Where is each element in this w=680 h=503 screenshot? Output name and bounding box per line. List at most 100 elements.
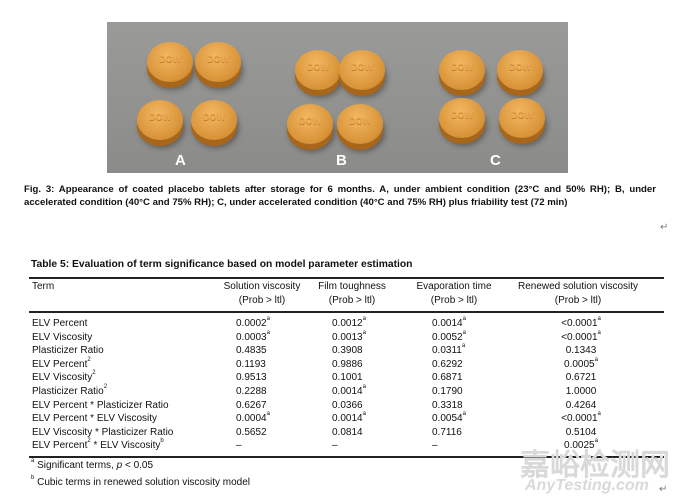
tablet: DOW [439,50,485,90]
value-cell: 0.1343 [565,345,597,357]
value-cell: 0.0052a [432,329,466,343]
figure-caption: Fig. 3: Appearance of coated placebo tab… [24,184,656,208]
header-sub: (Prob > ltl) [554,295,602,306]
value-cell: 0.0003a [236,329,270,343]
value-cell: <0.0001a [561,316,601,329]
value-cell: 0.9886 [332,358,363,370]
value-cell: 0.0005a [564,356,598,370]
table-row: ELV Percent 0.0002a 0.0012a 0.0014a <0.0001a [32,316,652,332]
term-cell: ELV Percent2 [32,356,91,370]
header-sub: (Prob > ltl) [328,295,376,306]
watermark-en: AnyTesting.com [525,477,649,494]
value-cell: 0.7116 [432,426,462,438]
term-cell: ELV Percent * Plasticizer Ratio [32,399,169,411]
table-header-rule [29,311,664,313]
term-cell: Plasticizer Ratio [32,345,104,357]
tablet-imprint: DOW [207,54,229,64]
value-cell: 0.0013a [332,329,366,343]
value-cell: 0.4264 [565,399,597,411]
value-cell: 0.1193 [236,358,266,370]
value-cell: 0.2288 [236,386,267,397]
value-cell: 0.0814 [332,426,363,438]
value-cell: 0.0025a [564,438,598,452]
footnote-b: b Cubic terms in renewed solution viscos… [31,475,250,488]
value-cell: 0.6721 [565,372,597,384]
tablet-imprint: DOW [203,112,225,122]
tablet: DOW [147,42,193,82]
value-cell: 0.6292 [432,358,463,370]
tablet-imprint: DOW [149,112,171,122]
tablet: DOW [287,104,333,144]
term-cell: ELV Percent [32,318,88,329]
value-cell: 0.4835 [236,345,267,357]
term-cell: ELV Viscosity [32,331,93,343]
header-name: Film toughness [318,281,386,292]
tablet: DOW [337,104,383,144]
table-row: ELV Viscosity 0.0003a 0.0013a 0.0052a <0.000… [32,329,652,346]
value-cell: 0.5104 [565,426,597,438]
table-row: ELV Percent2 * ELV Viscosityb – – – 0.0025a [32,438,652,454]
value-cell: 0.0004a [236,411,270,425]
value-cell: 0.0311a [432,343,466,357]
table-top-rule [29,277,664,279]
tablet: DOW [499,98,545,138]
header-name: Evaporation time [416,281,492,292]
tablet: DOW [191,100,237,140]
tablet: DOW [295,50,341,90]
value-cell: 0.9513 [236,372,267,384]
footnote-a: a Significant terms, p < 0.05 [31,458,154,471]
table-row: ELV Viscosity2 0.9513 0.1001 0.6871 0.6721 [32,370,652,386]
value-cell: 0.3318 [432,399,463,411]
value-cell: 0.0054a [432,411,466,425]
header-term: Term [32,281,55,292]
value-cell: – [236,440,242,452]
tablet-imprint: DOW [451,110,473,120]
column-header: Film toughness (Prob > ltl) [277,280,427,308]
table-row: ELV Percent * ELV Viscosity 0.0004a 0.0014… [32,411,652,427]
panel-label: B [336,152,347,169]
value-cell: <0.0001a [561,411,601,425]
tablet-imprint: DOW [349,116,371,126]
term-cell: ELV Viscosity2 [32,370,96,384]
column-header: Renewed solution viscosity (Prob > ltl) [503,280,653,308]
value-cell: 0.1790 [432,386,463,397]
tablet-imprint: DOW [299,116,321,126]
table-row: ELV Percent2 0.1193 0.9886 0.6292 0.0005a [32,356,652,373]
paragraph-mark: ↵ [659,484,668,495]
value-cell: 0.3908 [332,345,363,357]
tablet-imprint: DOW [159,54,181,64]
term-cell: ELV Percent * ELV Viscosity [32,413,158,425]
table-title: Table 5: Evaluation of term significance… [31,259,413,270]
tablet: DOW [195,42,241,82]
value-cell: <0.0001a [561,329,601,343]
header-name: Solution viscosity [223,281,301,292]
value-cell: 0.6871 [432,372,463,384]
header-name: Renewed solution viscosity [517,281,639,292]
value-cell: 0.0002a [236,316,270,329]
tablet: DOW [339,50,385,90]
paragraph-mark: ↵ [660,222,669,233]
tablet: DOW [497,50,543,90]
term-cell: Plasticizer Ratio2 [32,384,108,397]
tablet: DOW [439,98,485,138]
table-bottom-rule [29,456,664,458]
table-row: ELV Percent * Plasticizer Ratio 0.6267 0.0… [32,400,652,414]
header-sub: (Prob > ltl) [238,295,286,306]
value-cell: 0.0014a [432,316,466,329]
value-cell: 0.6267 [236,399,267,411]
column-header: Evaporation time (Prob > ltl) [379,280,529,308]
table-row: Plasticizer Ratio2 0.2288 0.0014a 0.1790 1.0… [32,384,652,400]
tablet-photo: DOW DOW DOW DOW DOW DOW DOW DOW DOW DOW DOW DOW A B C [107,22,568,173]
header-sub: (Prob > ltl) [430,295,478,306]
table-row: ELV Viscosity * Plasticizer Ratio 0.5652 0… [32,427,652,441]
value-cell: 0.0366 [332,399,363,411]
value-cell: 0.0012a [332,316,366,329]
value-cell: – [332,440,338,452]
term-cell: ELV Viscosity * Plasticizer Ratio [32,426,174,438]
panel-label: C [490,152,501,169]
value-cell: 1.0000 [565,386,597,397]
tablet-imprint: DOW [307,62,329,72]
value-cell: – [432,440,438,452]
tablet-imprint: DOW [509,62,531,72]
tablet-imprint: DOW [511,110,533,120]
